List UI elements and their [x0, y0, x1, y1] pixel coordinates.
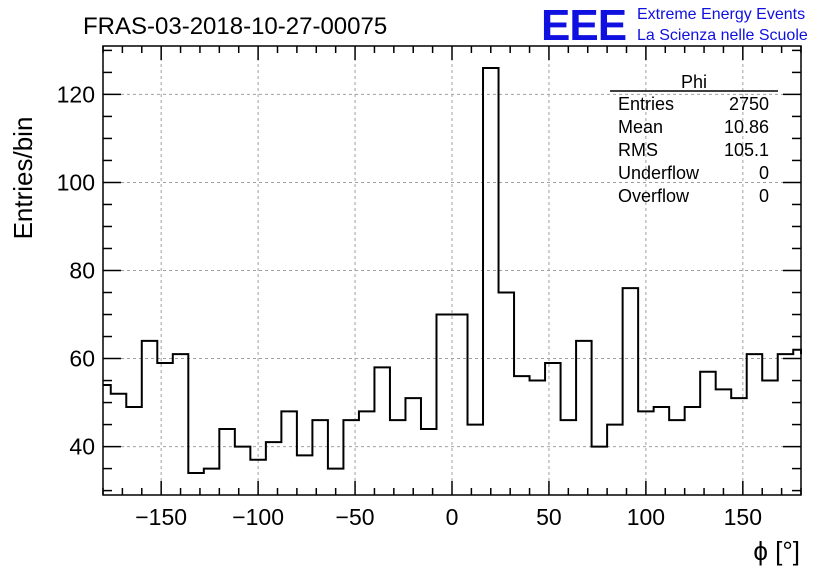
histogram-bin-1 [111, 394, 127, 495]
histogram-bin-44 [778, 354, 794, 495]
x-tick-label-4: 50 [536, 504, 562, 530]
histogram-bin-9 [235, 447, 251, 495]
histogram-bin-30 [561, 420, 577, 495]
histogram-bin-13 [297, 455, 313, 495]
y-tick-label-0: 40 [69, 434, 95, 460]
x-tick-label-0: −150 [135, 504, 187, 530]
histogram-bin-20 [405, 398, 421, 495]
stats-label-rms: RMS [618, 140, 658, 160]
histogram-bin-7 [204, 469, 220, 495]
stats-box: Phi Entries 2750 Mean 10.86 RMS 105.1 Underflo… [610, 72, 778, 206]
histogram-bin-0 [103, 385, 111, 495]
x-tick-label-2: −50 [336, 504, 375, 530]
x-tick-label-6: 150 [724, 504, 762, 530]
x-axis-label: ϕ [°] [753, 536, 800, 566]
stats-label-entries: Entries [618, 94, 674, 114]
histogram-bin-43 [762, 381, 778, 495]
histogram-bin-39 [700, 372, 716, 495]
histogram-bin-19 [390, 420, 406, 495]
histogram-bin-4 [157, 363, 173, 495]
histogram-bin-18 [374, 367, 390, 495]
histogram-bin-23 [452, 315, 468, 495]
stats-value-rms: 105.1 [724, 140, 769, 160]
histogram-bin-45 [793, 350, 801, 495]
histogram-bin-22 [436, 315, 452, 495]
stats-label-underflow: Underflow [618, 163, 700, 183]
axis-ticks [102, 46, 802, 495]
histogram-bin-42 [747, 354, 763, 495]
histogram-bin-27 [514, 376, 530, 495]
y-tick-label-3: 100 [57, 169, 95, 195]
tick-labels: −150 −100 −50 0 50 100 150 40 60 80 100 120 [57, 81, 762, 530]
eee-logo-text: EEE [541, 1, 626, 50]
stats-box-title: Phi [681, 72, 707, 92]
histogram-bin-28 [530, 381, 546, 495]
histogram-bin-41 [731, 398, 747, 495]
stats-value-entries: 2750 [729, 94, 769, 114]
x-tick-label-1: −100 [232, 504, 284, 530]
histogram-bin-8 [219, 429, 235, 495]
histogram-bin-32 [592, 447, 608, 495]
eee-logo-line2: La Scienza nelle Scuole [637, 27, 808, 44]
histogram-bin-26 [499, 293, 515, 495]
histogram-bin-38 [685, 407, 701, 495]
stats-value-underflow: 0 [759, 163, 769, 183]
grid [103, 46, 801, 495]
y-axis-label: Entries/bin [8, 117, 38, 240]
x-tick-label-3: 0 [446, 504, 459, 530]
histogram-bin-11 [266, 442, 282, 495]
histogram-bin-37 [669, 420, 685, 495]
histogram-bin-29 [545, 363, 561, 495]
histogram-series [103, 67, 802, 495]
stats-label-overflow: Overflow [618, 186, 690, 206]
histogram-bin-25 [483, 68, 499, 495]
y-tick-label-4: 120 [57, 81, 95, 107]
histogram-bin-33 [607, 425, 623, 495]
histogram-bin-17 [359, 411, 375, 495]
chart-title: FRAS-03-2018-10-27-00075 [83, 13, 387, 40]
histogram-bin-31 [576, 341, 592, 495]
histogram-bin-34 [623, 288, 639, 495]
eee-logo: EEE Extreme Energy Events La Scienza nel… [541, 1, 808, 50]
histogram-bin-6 [188, 473, 204, 495]
stats-value-mean: 10.86 [724, 117, 769, 137]
x-tick-label-5: 100 [627, 504, 665, 530]
histogram-bin-5 [173, 354, 189, 495]
histogram-bin-3 [142, 341, 158, 495]
histogram-bin-14 [312, 420, 328, 495]
histogram-bin-24 [468, 425, 484, 495]
histogram-bin-40 [716, 389, 732, 495]
histogram-outline [103, 67, 802, 474]
eee-logo-line1: Extreme Energy Events [637, 6, 805, 23]
histogram-bin-16 [343, 420, 359, 495]
histogram-bin-21 [421, 429, 437, 495]
stats-rows: Entries 2750 Mean 10.86 RMS 105.1 Underflow 0 Ov… [618, 94, 769, 206]
histogram-bin-2 [126, 407, 142, 495]
histogram-bin-36 [654, 407, 670, 495]
stats-label-mean: Mean [618, 117, 663, 137]
stats-value-overflow: 0 [759, 186, 769, 206]
y-tick-label-2: 80 [69, 258, 95, 284]
y-tick-label-1: 60 [69, 346, 95, 372]
histogram-bin-12 [281, 411, 297, 495]
